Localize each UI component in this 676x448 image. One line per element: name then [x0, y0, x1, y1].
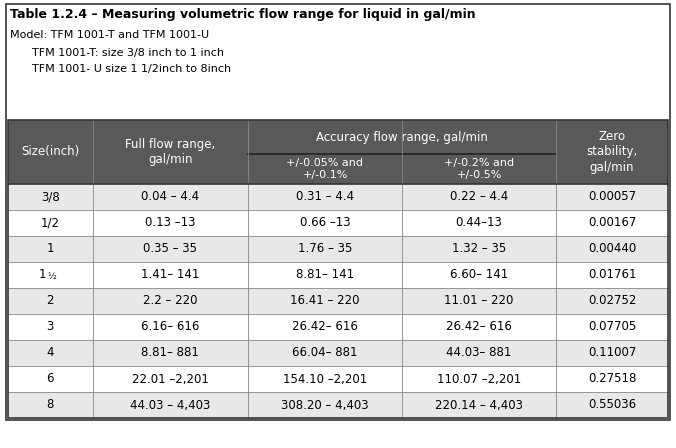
- Text: Zero
stability,
gal/min: Zero stability, gal/min: [587, 130, 637, 173]
- Text: 6: 6: [47, 372, 54, 385]
- Bar: [8, 236, 668, 262]
- Bar: [8, 120, 668, 184]
- Bar: [8, 262, 668, 288]
- Text: Table 1.2.4 – Measuring volumetric flow range for liquid in gal/min: Table 1.2.4 – Measuring volumetric flow …: [10, 8, 476, 21]
- Bar: [8, 314, 668, 340]
- Text: 0.00440: 0.00440: [588, 242, 636, 255]
- Bar: [8, 288, 668, 314]
- Text: 1.76 – 35: 1.76 – 35: [298, 242, 352, 255]
- Text: 26.42– 616: 26.42– 616: [292, 320, 358, 333]
- Text: 0.00057: 0.00057: [588, 190, 636, 203]
- Text: 1.32 – 35: 1.32 – 35: [452, 242, 506, 255]
- Text: 1.41– 141: 1.41– 141: [141, 268, 199, 281]
- Text: 8.81– 881: 8.81– 881: [141, 346, 199, 359]
- Text: Size(inch): Size(inch): [21, 146, 80, 159]
- Text: 44.03– 881: 44.03– 881: [446, 346, 512, 359]
- Text: 0.02752: 0.02752: [588, 294, 636, 307]
- Text: 22.01 –2,201: 22.01 –2,201: [132, 372, 209, 385]
- Text: 0.07705: 0.07705: [588, 320, 636, 333]
- Bar: [8, 392, 668, 418]
- Text: +/-0.05% and
+/-0.1%: +/-0.05% and +/-0.1%: [287, 158, 364, 180]
- Text: 110.07 –2,201: 110.07 –2,201: [437, 372, 521, 385]
- Text: 0.11007: 0.11007: [588, 346, 636, 359]
- Text: 0.00167: 0.00167: [588, 216, 636, 229]
- Text: 2.2 – 220: 2.2 – 220: [143, 294, 197, 307]
- Bar: [8, 340, 668, 366]
- Text: 8.81– 141: 8.81– 141: [296, 268, 354, 281]
- Text: 0.31 – 4.4: 0.31 – 4.4: [296, 190, 354, 203]
- Bar: [8, 120, 668, 418]
- Text: 3: 3: [47, 320, 54, 333]
- Text: 2: 2: [47, 294, 54, 307]
- Text: Model: TFM 1001-T and TFM 1001-U: Model: TFM 1001-T and TFM 1001-U: [10, 30, 209, 40]
- Text: 8: 8: [47, 399, 54, 412]
- Text: 1/2: 1/2: [41, 216, 60, 229]
- Text: 0.44–13: 0.44–13: [456, 216, 502, 229]
- Text: 220.14 – 4,403: 220.14 – 4,403: [435, 399, 523, 412]
- Text: Full flow range,
gal/min: Full flow range, gal/min: [125, 138, 216, 166]
- Text: 308.20 – 4,403: 308.20 – 4,403: [281, 399, 369, 412]
- Text: 6.60– 141: 6.60– 141: [450, 268, 508, 281]
- Text: 4: 4: [47, 346, 54, 359]
- Text: 0.35 – 35: 0.35 – 35: [143, 242, 197, 255]
- Text: 0.13 –13: 0.13 –13: [145, 216, 195, 229]
- Text: 16.41 – 220: 16.41 – 220: [290, 294, 360, 307]
- Text: 1: 1: [47, 242, 54, 255]
- Text: 0.27518: 0.27518: [588, 372, 636, 385]
- Text: Accuracy flow range, gal/min: Accuracy flow range, gal/min: [316, 130, 488, 143]
- Text: 0.22 – 4.4: 0.22 – 4.4: [450, 190, 508, 203]
- Text: 3/8: 3/8: [41, 190, 59, 203]
- Text: 0.55036: 0.55036: [588, 399, 636, 412]
- Text: 0.01761: 0.01761: [588, 268, 636, 281]
- Bar: [8, 210, 668, 236]
- Bar: [8, 184, 668, 210]
- Text: 26.42– 616: 26.42– 616: [446, 320, 512, 333]
- Text: 11.01 – 220: 11.01 – 220: [444, 294, 514, 307]
- Text: 0.04 – 4.4: 0.04 – 4.4: [141, 190, 199, 203]
- Text: 154.10 –2,201: 154.10 –2,201: [283, 372, 367, 385]
- Text: 1: 1: [39, 268, 47, 281]
- Text: TFM 1001-T: size 3/8 inch to 1 inch: TFM 1001-T: size 3/8 inch to 1 inch: [32, 48, 224, 58]
- Text: 44.03 – 4,403: 44.03 – 4,403: [130, 399, 210, 412]
- Text: 66.04– 881: 66.04– 881: [292, 346, 358, 359]
- Text: 6.16– 616: 6.16– 616: [141, 320, 199, 333]
- Bar: [8, 366, 668, 392]
- Text: TFM 1001- U size 1 1/2inch to 8inch: TFM 1001- U size 1 1/2inch to 8inch: [32, 64, 231, 74]
- Text: +/-0.2% and
+/-0.5%: +/-0.2% and +/-0.5%: [444, 158, 514, 180]
- Text: ½: ½: [47, 272, 56, 281]
- Text: 0.66 –13: 0.66 –13: [299, 216, 350, 229]
